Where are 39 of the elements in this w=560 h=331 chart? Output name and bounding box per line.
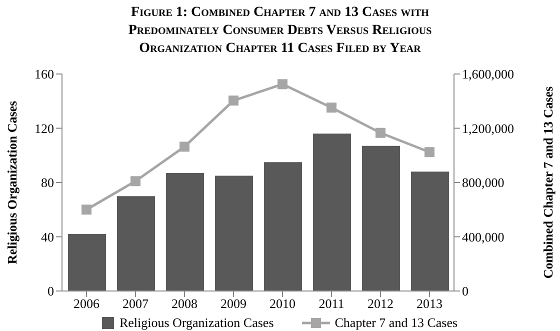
y-tick-label: 0: [48, 284, 54, 299]
y-tick-label: 160: [34, 66, 54, 82]
bar: [313, 134, 351, 291]
y2-tick-label: 0: [462, 284, 468, 299]
point: [180, 142, 190, 152]
x-tick-label: 2011: [318, 296, 344, 312]
point: [130, 176, 140, 186]
bar: [264, 162, 302, 291]
x-tick-label: 2012: [368, 296, 394, 312]
y-axis-title: Religious Organization Cases: [4, 100, 20, 264]
y2-tick-label: 800,000: [462, 175, 504, 190]
x-tick-label: 2008: [172, 296, 198, 312]
bar: [362, 146, 400, 291]
y2-tick-label: 1,200,000: [462, 120, 514, 136]
y2-tick-label: 400,000: [462, 229, 504, 244]
point: [376, 128, 386, 138]
y-tick-label: 120: [34, 120, 54, 136]
x-tick-label: 2013: [416, 296, 442, 312]
point: [326, 102, 336, 113]
bar: [68, 234, 106, 291]
point: [82, 204, 92, 215]
point: [278, 79, 288, 90]
x-tick-label: 2010: [270, 296, 296, 312]
bar: [117, 196, 155, 291]
bar: [411, 172, 449, 291]
y-tick-label: 80: [41, 175, 54, 190]
x-tick-label: 2007: [122, 296, 149, 312]
y-tick-label: 40: [41, 229, 54, 244]
x-tick-label: 2006: [74, 296, 100, 312]
y2-tick-label: 1,600,000: [462, 66, 514, 82]
point: [228, 96, 238, 106]
bar: [166, 173, 204, 291]
legend-label: Religious Organization Cases: [119, 315, 274, 331]
x-tick-label: 2009: [220, 296, 246, 312]
y2-axis-title: Combined Chapter 7 and 13 Cases: [540, 86, 556, 279]
bar: [215, 176, 253, 291]
legend-label: Chapter 7 and 13 Cases: [334, 315, 458, 331]
chart-title: Figure 1: Combined Chapter 7 and 13 Cases with Predominately Consumer Debts Versus Religious Organization Chapter 11 Cases Filed by Year: [127, 4, 433, 58]
point: [424, 147, 434, 158]
